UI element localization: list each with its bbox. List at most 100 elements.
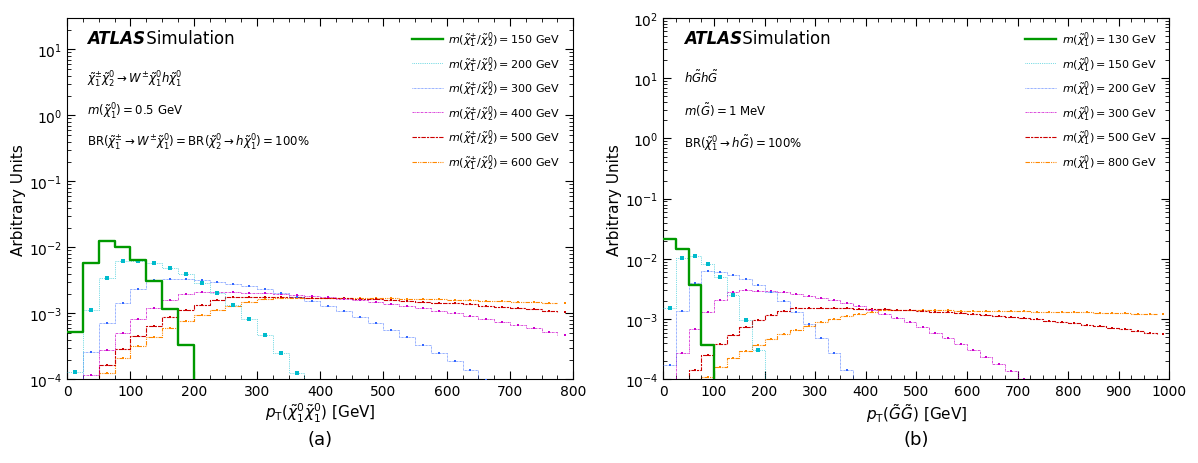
$m(\tilde{\chi}^{0}_{1}) = 500$ GeV	[859, 307, 873, 312]
$m(\tilde{\chi}^{0}_{1}) = 200$ GeV	[859, 406, 873, 412]
$m(\tilde{\chi}^{0}_{1}) = 500$ GeV	[871, 307, 885, 313]
$m(\tilde{\chi}^{0}_{1}) = 130$ GeV	[657, 237, 671, 242]
$m(\tilde{\chi}^{\pm}_{1}/\tilde{\chi}^{0}_{2}) = 300$ GeV	[440, 359, 454, 364]
$m(\tilde{\chi}^{\pm}_{1}/\tilde{\chi}^{0}_{2}) = 300$ GeV	[455, 368, 470, 374]
$m(\tilde{\chi}^{0}_{1}) = 800$ GeV	[821, 317, 835, 322]
Line: $m(\tilde{\chi}^{0}_{1}) = 130$ GeV: $m(\tilde{\chi}^{0}_{1}) = 130$ GeV	[664, 239, 1157, 463]
Line: $m(\tilde{\chi}^{\pm}_{1}/\tilde{\chi}^{0}_{2}) = 150$ GeV: $m(\tilde{\chi}^{\pm}_{1}/\tilde{\chi}^{…	[67, 242, 557, 463]
$m(\tilde{\chi}^{\pm}_{1}/\tilde{\chi}^{0}_{2}) = 300$ GeV	[155, 276, 169, 282]
$m(\tilde{\chi}^{\pm}_{1}/\tilde{\chi}^{0}_{2}) = 300$ GeV	[171, 277, 186, 282]
$m(\tilde{\chi}^{0}_{1}) = 800$ GeV	[732, 349, 746, 354]
$m(\tilde{\chi}^{\pm}_{1}/\tilde{\chi}^{0}_{2}) = 400$ GeV	[486, 319, 501, 325]
$m(\tilde{\chi}^{\pm}_{1}/\tilde{\chi}^{0}_{2}) = 500$ GeV	[266, 294, 280, 300]
$m(\tilde{\chi}^{0}_{1}) = 300$ GeV	[782, 292, 797, 297]
$m(\tilde{\chi}^{0}_{1}) = 800$ GeV	[1010, 309, 1024, 314]
$m(\tilde{\chi}^{\pm}_{1}/\tilde{\chi}^{0}_{2}) = 400$ GeV	[392, 304, 406, 309]
$m(\tilde{\chi}^{0}_{1}) = 800$ GeV	[1073, 310, 1088, 316]
$m(\tilde{\chi}^{\pm}_{1}/\tilde{\chi}^{0}_{2}) = 500$ GeV	[123, 334, 138, 339]
$m(\tilde{\chi}^{0}_{1}) = 800$ GeV	[985, 308, 999, 314]
$m(\tilde{\chi}^{0}_{1}) = 150$ GeV	[757, 382, 772, 388]
$m(\tilde{\chi}^{0}_{1}) = 800$ GeV	[1061, 310, 1076, 315]
$m(\tilde{\chi}^{0}_{1}) = 200$ GeV	[745, 282, 760, 288]
$m(\tilde{\chi}^{0}_{1}) = 500$ GeV	[682, 368, 696, 373]
$m(\tilde{\chi}^{\pm}_{1}/\tilde{\chi}^{0}_{2}) = 300$ GeV	[60, 401, 74, 407]
$m(\tilde{\chi}^{\pm}_{1}/\tilde{\chi}^{0}_{2}) = 200$ GeV	[108, 258, 122, 264]
$m(\tilde{\chi}^{\pm}_{1}/\tilde{\chi}^{0}_{2}) = 600$ GeV	[407, 297, 422, 302]
$m(\tilde{\chi}^{0}_{1}) = 200$ GeV	[694, 269, 708, 274]
$m(\tilde{\chi}^{\pm}_{1}/\tilde{\chi}^{0}_{2}) = 500$ GeV	[108, 346, 122, 352]
$m(\tilde{\chi}^{\pm}_{1}/\tilde{\chi}^{0}_{2}) = 150$ GeV	[75, 261, 90, 266]
$m(\tilde{\chi}^{\pm}_{1}/\tilde{\chi}^{0}_{2}) = 300$ GeV	[424, 350, 438, 356]
$m(\tilde{\chi}^{0}_{1}) = 300$ GeV	[668, 351, 683, 357]
Text: $h\tilde{G}h\tilde{G}$: $h\tilde{G}h\tilde{G}$	[684, 69, 718, 86]
$m(\tilde{\chi}^{\pm}_{1}/\tilde{\chi}^{0}_{2}) = 300$ GeV	[328, 309, 343, 314]
$m(\tilde{\chi}^{0}_{1}) = 300$ GeV	[846, 304, 860, 309]
$m(\tilde{\chi}^{\pm}_{1}/\tilde{\chi}^{0}_{2}) = 400$ GeV	[407, 306, 422, 311]
$m(\tilde{\chi}^{0}_{1}) = 500$ GeV	[1087, 324, 1101, 329]
$m(\tilde{\chi}^{0}_{1}) = 500$ GeV	[934, 310, 949, 315]
$m(\tilde{\chi}^{\pm}_{1}/\tilde{\chi}^{0}_{2}) = 600$ GeV	[250, 296, 265, 302]
$m(\tilde{\chi}^{0}_{1}) = 500$ GeV	[884, 307, 898, 313]
$m(\tilde{\chi}^{0}_{1}) = 300$ GeV	[707, 297, 721, 303]
$m(\tilde{\chi}^{0}_{1}) = 300$ GeV	[859, 307, 873, 313]
$m(\tilde{\chi}^{\pm}_{1}/\tilde{\chi}^{0}_{2}) = 300$ GeV	[108, 301, 122, 307]
$m(\tilde{\chi}^{\pm}_{1}/\tilde{\chi}^{0}_{2}) = 200$ GeV	[202, 291, 217, 296]
$m(\tilde{\chi}^{0}_{1}) = 800$ GeV	[948, 308, 962, 313]
$m(\tilde{\chi}^{0}_{1}) = 500$ GeV	[1048, 319, 1063, 325]
$m(\tilde{\chi}^{0}_{1}) = 800$ GeV	[1035, 309, 1049, 315]
$m(\tilde{\chi}^{\pm}_{1}/\tilde{\chi}^{0}_{2}) = 300$ GeV	[486, 388, 501, 393]
$m(\tilde{\chi}^{\pm}_{1}/\tilde{\chi}^{0}_{2}) = 200$ GeV	[187, 280, 201, 286]
Line: $m(\tilde{\chi}^{0}_{1}) = 800$ GeV: $m(\tilde{\chi}^{0}_{1}) = 800$ GeV	[664, 311, 1157, 446]
$m(\tilde{\chi}^{\pm}_{1}/\tilde{\chi}^{0}_{2}) = 500$ GeV	[202, 298, 217, 303]
$m(\tilde{\chi}^{0}_{1}) = 300$ GeV	[732, 288, 746, 293]
$m(\tilde{\chi}^{0}_{1}) = 300$ GeV	[884, 315, 898, 321]
$m(\tilde{\chi}^{0}_{1}) = 300$ GeV	[745, 288, 760, 294]
$m(\tilde{\chi}^{0}_{1}) = 500$ GeV	[745, 318, 760, 324]
$m(\tilde{\chi}^{\pm}_{1}/\tilde{\chi}^{0}_{2}) = 600$ GeV	[218, 303, 232, 309]
$m(\tilde{\chi}^{0}_{1}) = 500$ GeV	[1010, 316, 1024, 321]
Legend: $m(\tilde{\chi}^{0}_{1}) = 130$ GeV, $m(\tilde{\chi}^{0}_{1}) = 150$ GeV, $m(\ti: $m(\tilde{\chi}^{0}_{1}) = 130$ GeV, $m(…	[1023, 28, 1158, 175]
$m(\tilde{\chi}^{\pm}_{1}/\tilde{\chi}^{0}_{2}) = 600$ GeV	[519, 300, 533, 305]
$m(\tilde{\chi}^{\pm}_{1}/\tilde{\chi}^{0}_{2}) = 200$ GeV	[92, 275, 107, 281]
$m(\tilde{\chi}^{0}_{1}) = 500$ GeV	[807, 306, 822, 311]
$m(\tilde{\chi}^{0}_{1}) = 500$ GeV	[1035, 318, 1049, 324]
Text: (b): (b)	[903, 430, 930, 448]
$m(\tilde{\chi}^{\pm}_{1}/\tilde{\chi}^{0}_{2}) = 400$ GeV	[376, 301, 391, 307]
$m(\tilde{\chi}^{\pm}_{1}/\tilde{\chi}^{0}_{2}) = 300$ GeV	[282, 294, 296, 300]
$m(\tilde{\chi}^{\pm}_{1}/\tilde{\chi}^{0}_{2}) = 400$ GeV	[139, 306, 153, 312]
Line: $m(\tilde{\chi}^{\pm}_{1}/\tilde{\chi}^{0}_{2}) = 600$ GeV: $m(\tilde{\chi}^{\pm}_{1}/\tilde{\chi}^{…	[67, 298, 557, 436]
X-axis label: $p_{\mathrm{T}}(\tilde{G}\tilde{G})$ [GeV]: $p_{\mathrm{T}}(\tilde{G}\tilde{G})$ [Ge…	[866, 401, 967, 424]
Line: $m(\tilde{\chi}^{\pm}_{1}/\tilde{\chi}^{0}_{2}) = 500$ GeV: $m(\tilde{\chi}^{\pm}_{1}/\tilde{\chi}^{…	[67, 297, 557, 432]
$m(\tilde{\chi}^{0}_{1}) = 300$ GeV	[1087, 429, 1101, 434]
$m(\tilde{\chi}^{\pm}_{1}/\tilde{\chi}^{0}_{2}) = 600$ GeV	[297, 295, 311, 301]
$m(\tilde{\chi}^{0}_{1}) = 300$ GeV	[720, 289, 734, 295]
$m(\tilde{\chi}^{\pm}_{1}/\tilde{\chi}^{0}_{2}) = 300$ GeV	[313, 303, 327, 309]
$m(\tilde{\chi}^{0}_{1}) = 800$ GeV	[657, 444, 671, 449]
$m(\tilde{\chi}^{0}_{1}) = 200$ GeV	[884, 451, 898, 457]
$m(\tilde{\chi}^{\pm}_{1}/\tilde{\chi}^{0}_{2}) = 300$ GeV	[297, 299, 311, 304]
$m(\tilde{\chi}^{0}_{1}) = 800$ GeV	[782, 327, 797, 333]
$m(\tilde{\chi}^{\pm}_{1}/\tilde{\chi}^{0}_{2}) = 500$ GeV	[455, 302, 470, 307]
$m(\tilde{\chi}^{0}_{1}) = 200$ GeV	[682, 281, 696, 287]
$m(\tilde{\chi}^{\pm}_{1}/\tilde{\chi}^{0}_{2}) = 300$ GeV	[250, 287, 265, 293]
$m(\tilde{\chi}^{\pm}_{1}/\tilde{\chi}^{0}_{2}) = 600$ GeV	[187, 313, 201, 319]
$m(\tilde{\chi}^{0}_{1}) = 800$ GeV	[1112, 311, 1126, 317]
$m(\tilde{\chi}^{0}_{1}) = 200$ GeV	[707, 269, 721, 275]
$m(\tilde{\chi}^{0}_{1}) = 500$ GeV	[896, 308, 910, 313]
$m(\tilde{\chi}^{0}_{1}) = 800$ GeV	[795, 324, 810, 329]
Y-axis label: Arbitrary Units: Arbitrary Units	[607, 144, 622, 255]
$m(\tilde{\chi}^{\pm}_{1}/\tilde{\chi}^{0}_{2}) = 600$ GeV	[376, 296, 391, 301]
$m(\tilde{\chi}^{\pm}_{1}/\tilde{\chi}^{0}_{2}) = 200$ GeV	[266, 351, 280, 357]
$m(\tilde{\chi}^{0}_{1}) = 300$ GeV	[960, 348, 974, 353]
$m(\tilde{\chi}^{0}_{1}) = 800$ GeV	[807, 320, 822, 325]
$m(\tilde{\chi}^{\pm}_{1}/\tilde{\chi}^{0}_{2}) = 600$ GeV	[60, 433, 74, 439]
$m(\tilde{\chi}^{\pm}_{1}/\tilde{\chi}^{0}_{2}) = 200$ GeV	[250, 333, 265, 338]
$m(\tilde{\chi}^{\pm}_{1}/\tilde{\chi}^{0}_{2}) = 300$ GeV	[550, 432, 564, 438]
$m(\tilde{\chi}^{\pm}_{1}/\tilde{\chi}^{0}_{2}) = 500$ GeV	[407, 299, 422, 305]
$m(\tilde{\chi}^{\pm}_{1}/\tilde{\chi}^{0}_{2}) = 300$ GeV	[392, 335, 406, 340]
$m(\tilde{\chi}^{0}_{1}) = 300$ GeV	[1099, 439, 1113, 444]
Text: Simulation: Simulation	[140, 30, 235, 48]
$m(\tilde{\chi}^{0}_{1}) = 500$ GeV	[1073, 322, 1088, 328]
$m(\tilde{\chi}^{\pm}_{1}/\tilde{\chi}^{0}_{2}) = 500$ GeV	[534, 308, 549, 313]
$m(\tilde{\chi}^{\pm}_{1}/\tilde{\chi}^{0}_{2}) = 400$ GeV	[550, 333, 564, 338]
